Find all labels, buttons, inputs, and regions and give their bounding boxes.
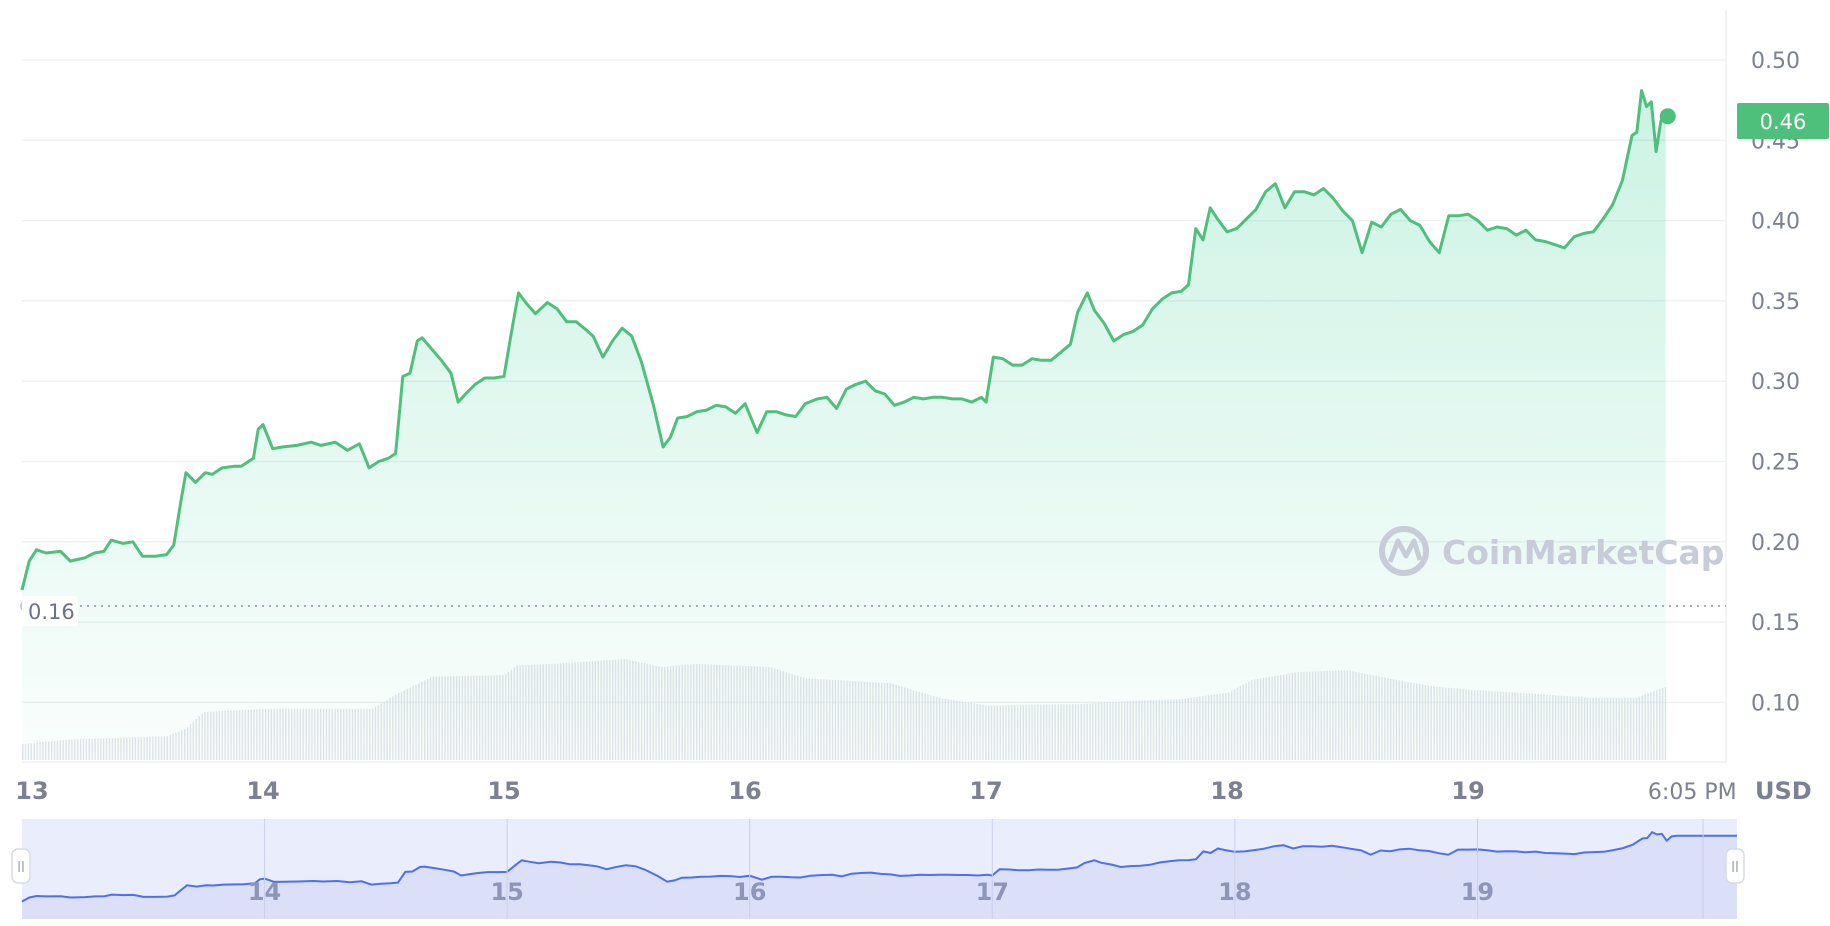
navigator-label: 15 — [490, 878, 523, 906]
navigator-label: 18 — [1218, 878, 1251, 906]
y-tick-label: 0.50 — [1751, 49, 1800, 74]
x-tick-label: 15 — [487, 777, 520, 805]
price-line — [20, 89, 1667, 591]
y-tick-label: 0.20 — [1751, 531, 1800, 556]
x-tick-label: 18 — [1210, 777, 1243, 805]
y-tick-label: 0.40 — [1751, 210, 1800, 235]
navigator-right-handle[interactable] — [1725, 848, 1745, 884]
navigator-label: 16 — [733, 878, 766, 906]
x-tick-label: 14 — [246, 777, 279, 805]
x-tick-label: 19 — [1451, 777, 1484, 805]
navigator-label: 14 — [248, 878, 281, 906]
navigator-label: 19 — [1461, 878, 1494, 906]
x-tick-label: 16 — [728, 777, 761, 805]
coinmarketcap-logo-icon — [1379, 526, 1429, 576]
navigator-line — [21, 830, 1737, 903]
base-price-badge — [22, 596, 78, 626]
base-price-label: 0.16 — [28, 600, 75, 624]
navigator-left-handle[interactable] — [11, 848, 31, 884]
current-price-badge — [1737, 103, 1829, 139]
x-tick-label: 6:05 PM — [1648, 780, 1737, 805]
navigator-area — [22, 832, 1737, 919]
y-tick-label: 0.30 — [1751, 370, 1800, 395]
current-price-label: 0.46 — [1760, 110, 1807, 134]
currency-unit: USD — [1755, 777, 1812, 805]
y-tick-label: 0.25 — [1751, 451, 1800, 476]
navigator-left-handle-grip-icon: ll — [17, 860, 25, 876]
navigator-right-handle-grip-icon: ll — [1731, 860, 1739, 876]
x-tick-label: 17 — [969, 777, 1002, 805]
x-tick-label: 13 — [15, 777, 48, 805]
y-tick-label: 0.35 — [1751, 290, 1800, 315]
y-tick-label: 0.10 — [1751, 691, 1800, 716]
y-tick-label: 0.15 — [1751, 611, 1800, 636]
price-area — [22, 90, 1666, 760]
watermark-text: CoinMarketCap — [1442, 533, 1724, 572]
current-price-dot — [1659, 108, 1676, 125]
navigator-label: 17 — [976, 878, 1009, 906]
